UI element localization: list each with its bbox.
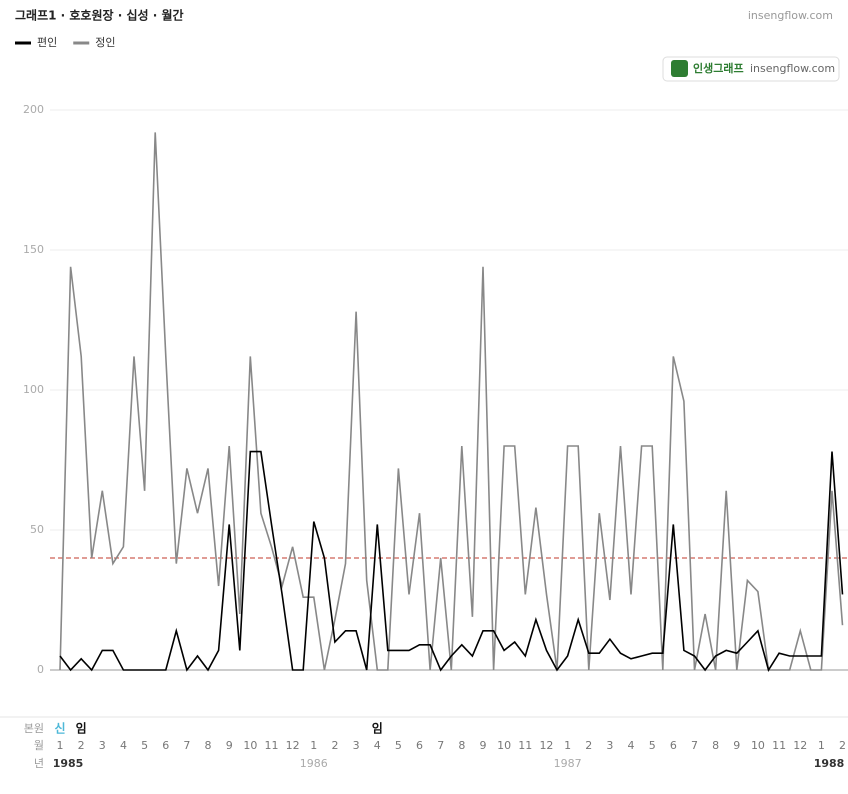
x-tick-label: 11 <box>265 739 279 752</box>
x-tick-label: 2 <box>331 739 338 752</box>
y-tick-label: 150 <box>23 243 44 256</box>
x-tick-label: 5 <box>395 739 402 752</box>
x-tick-label: 3 <box>99 739 106 752</box>
x-tick-label: 8 <box>458 739 465 752</box>
x-tick-label: 1 <box>564 739 571 752</box>
x-tick-label: 7 <box>183 739 190 752</box>
year-label: 1987 <box>554 757 582 770</box>
y-tick-label: 0 <box>37 663 44 676</box>
site: insengflow.com <box>748 9 833 22</box>
stem: 임 <box>372 722 383 736</box>
badge-site: insengflow.com <box>750 62 835 75</box>
y-tick-label: 50 <box>30 523 44 536</box>
year-label: 1986 <box>300 757 328 770</box>
series-line <box>59 132 844 671</box>
x-tick-label: 11 <box>772 739 786 752</box>
x-tick-label: 2 <box>839 739 846 752</box>
x-tick-label: 8 <box>712 739 719 752</box>
x-tick-label: 9 <box>226 739 233 752</box>
x-tick-label: 4 <box>120 739 127 752</box>
x-tick-label: 5 <box>649 739 656 752</box>
x-tick-label: 6 <box>416 739 423 752</box>
y-tick-label: 200 <box>23 103 44 116</box>
year-label: 1988 <box>814 757 845 770</box>
badge-brand: 인생그래프 <box>693 61 744 75</box>
plot <box>59 132 844 672</box>
x-tick-label: 9 <box>480 739 487 752</box>
series-line <box>59 450 844 672</box>
x-tick-label: 1 <box>818 739 825 752</box>
x-tick-label: 8 <box>205 739 212 752</box>
x-tick-label: 2 <box>585 739 592 752</box>
x-tick-label: 2 <box>78 739 85 752</box>
x-tick-label: 3 <box>606 739 613 752</box>
badge-icon <box>671 60 688 77</box>
x-tick-label: 1 <box>57 739 64 752</box>
x-tick-label: 9 <box>733 739 740 752</box>
legend-label: 정인 <box>95 36 115 49</box>
x-tick-label: 10 <box>243 739 257 752</box>
chart-title: 그래프1 · 호호원장 · 십성 · 월간 <box>15 8 184 23</box>
x-tick-label: 4 <box>628 739 635 752</box>
x-tick-label: 4 <box>374 739 381 752</box>
x-tick-label: 6 <box>162 739 169 752</box>
year-label: 1985 <box>53 757 84 770</box>
row-label: 년 <box>34 757 44 770</box>
x-tick-label: 12 <box>539 739 553 752</box>
y-tick-label: 100 <box>23 383 44 396</box>
x-tick-label: 11 <box>518 739 532 752</box>
x-tick-label: 5 <box>141 739 148 752</box>
x-tick-label: 7 <box>437 739 444 752</box>
row-label: 본원 <box>24 722 44 735</box>
x-tick-label: 3 <box>353 739 360 752</box>
x-tick-label: 12 <box>286 739 300 752</box>
badge-box <box>662 56 840 82</box>
x-tick-label: 6 <box>670 739 677 752</box>
x-tick-label: 1 <box>310 739 317 752</box>
badge: 인생그래프 insengflow.com <box>662 56 840 82</box>
row-label: 월 <box>34 739 44 752</box>
legend-label: 편인 <box>37 36 57 49</box>
stem: 임 <box>76 722 87 736</box>
x-tick-label: 10 <box>751 739 765 752</box>
x-tick-label: 7 <box>691 739 698 752</box>
x-tick-label: 10 <box>497 739 511 752</box>
stem: 신 <box>54 721 65 736</box>
x-tick-label: 12 <box>793 739 807 752</box>
